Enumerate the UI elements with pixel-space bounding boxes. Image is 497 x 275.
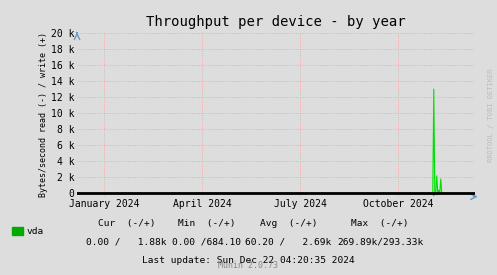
Text: Avg  (-/+): Avg (-/+): [259, 219, 317, 228]
Text: RRDTOOL / TOBI OETIKER: RRDTOOL / TOBI OETIKER: [488, 69, 494, 162]
Text: 0.00 /   1.88k: 0.00 / 1.88k: [86, 238, 167, 247]
Title: Throughput per device - by year: Throughput per device - by year: [146, 15, 406, 29]
Text: Min  (-/+): Min (-/+): [177, 219, 235, 228]
Text: Cur  (-/+): Cur (-/+): [98, 219, 156, 228]
Text: Max  (-/+): Max (-/+): [351, 219, 409, 228]
Text: 60.20 /   2.69k: 60.20 / 2.69k: [245, 238, 331, 247]
Text: 269.89k/293.33k: 269.89k/293.33k: [337, 238, 423, 247]
Text: Last update: Sun Dec 22 04:20:35 2024: Last update: Sun Dec 22 04:20:35 2024: [142, 256, 355, 265]
Text: 0.00 /684.10: 0.00 /684.10: [172, 238, 241, 247]
Text: vda: vda: [26, 227, 44, 235]
Text: Munin 2.0.73: Munin 2.0.73: [219, 261, 278, 270]
Y-axis label: Bytes/second read (-) / write (+): Bytes/second read (-) / write (+): [39, 32, 48, 197]
